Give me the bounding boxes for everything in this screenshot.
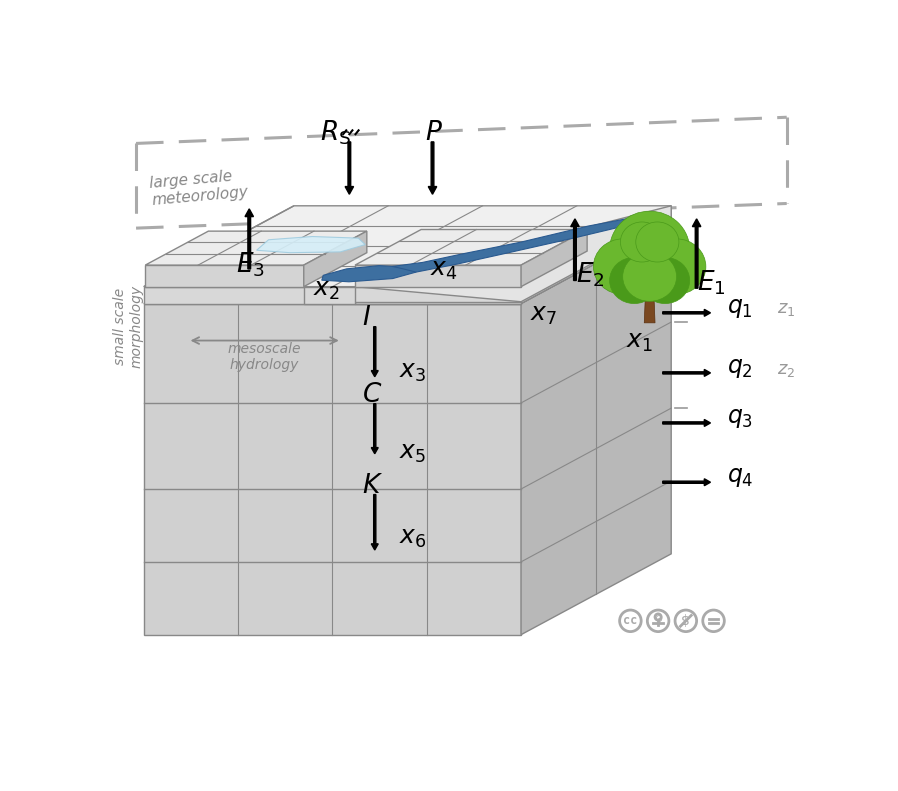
Text: $q_{3}$: $q_{3}$ [726,407,753,430]
FancyArrow shape [571,219,579,281]
Text: $x_{7}$: $x_{7}$ [531,304,558,327]
Text: $x_{6}$: $x_{6}$ [400,527,427,550]
Polygon shape [521,206,671,304]
Ellipse shape [636,222,679,262]
FancyArrow shape [371,403,378,454]
Text: ⊙: ⊙ [654,615,662,624]
Text: $K$: $K$ [363,473,383,498]
Polygon shape [145,265,304,286]
FancyArrow shape [371,494,378,550]
Text: $E_1$: $E_1$ [698,268,726,297]
Ellipse shape [640,257,690,304]
Ellipse shape [610,257,659,304]
FancyArrow shape [663,369,710,377]
Text: $q_{4}$: $q_{4}$ [726,466,753,489]
Ellipse shape [647,239,706,294]
FancyArrow shape [245,209,253,269]
Text: $P$: $P$ [425,119,443,145]
Polygon shape [355,301,521,304]
Polygon shape [521,223,671,634]
Polygon shape [644,284,655,323]
Polygon shape [144,304,521,634]
Text: large scale
meteorology: large scale meteorology [149,168,249,209]
Text: small scale
morphology: small scale morphology [113,285,144,369]
Polygon shape [521,229,587,286]
Ellipse shape [610,211,690,288]
Polygon shape [144,286,521,304]
Ellipse shape [621,222,664,262]
FancyArrow shape [345,142,354,195]
Text: $R_\mathrm{S}$: $R_\mathrm{S}$ [320,119,351,147]
FancyArrow shape [371,327,378,377]
Text: $C$: $C$ [363,382,383,407]
Text: $z_2$: $z_2$ [777,361,795,380]
Ellipse shape [622,252,676,301]
FancyArrow shape [428,142,436,195]
Polygon shape [355,265,521,286]
Polygon shape [144,206,671,286]
FancyArrow shape [663,479,710,486]
Text: $E_2$: $E_2$ [577,261,605,290]
Text: $q_{1}$: $q_{1}$ [726,297,753,320]
Text: $I$: $I$ [363,305,372,330]
Text: $x_{5}$: $x_{5}$ [400,442,427,465]
Polygon shape [144,223,671,304]
Polygon shape [304,286,355,304]
Polygon shape [392,214,653,272]
FancyArrow shape [663,419,710,426]
Polygon shape [304,231,366,286]
Polygon shape [355,229,587,265]
FancyArrow shape [692,219,700,288]
Text: mesoscale
hydrology: mesoscale hydrology [228,342,302,373]
Text: $x_{4}$: $x_{4}$ [430,259,458,282]
FancyArrow shape [663,309,710,316]
Text: $: $ [681,614,690,628]
Text: cc: cc [623,615,638,627]
Polygon shape [145,231,366,265]
Text: $x_{3}$: $x_{3}$ [400,361,427,384]
Polygon shape [355,206,671,301]
Polygon shape [144,206,294,286]
Text: $q_{2}$: $q_{2}$ [726,357,753,380]
Polygon shape [257,237,365,252]
Text: $x_{1}$: $x_{1}$ [626,331,653,354]
Ellipse shape [594,239,652,294]
Polygon shape [321,266,416,282]
Text: $x_{2}$: $x_{2}$ [313,279,340,302]
Text: $z_1$: $z_1$ [777,300,795,318]
Text: $E_3$: $E_3$ [236,250,265,278]
